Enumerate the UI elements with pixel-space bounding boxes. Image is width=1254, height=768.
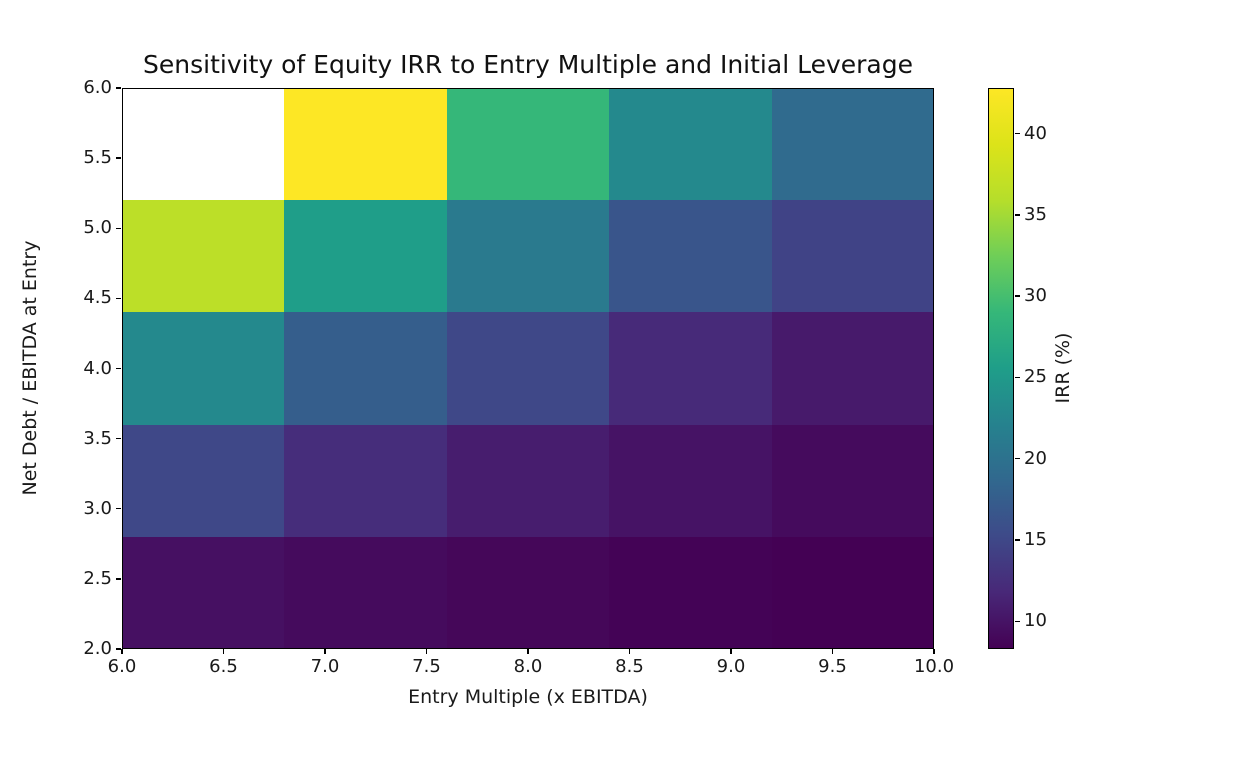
heatmap-cell [284, 200, 447, 313]
x-tick-mark [730, 649, 732, 654]
y-tick-label: 2.0 [83, 638, 112, 659]
colorbar-tick-mark [1015, 295, 1020, 297]
y-tick-label: 3.5 [83, 427, 112, 449]
x-tick-label: 6.5 [209, 656, 238, 677]
y-tick-mark [116, 297, 121, 300]
heatmap-cell [122, 200, 285, 313]
heatmap-cell [771, 200, 934, 313]
y-tick-label: 4.5 [83, 287, 112, 309]
colorbar-label: IRR (%) [1052, 332, 1074, 404]
heatmap-cell [122, 536, 285, 649]
colorbar-tick-label: 40 [1024, 122, 1047, 144]
x-tick-mark [222, 649, 225, 654]
heatmap-cell [609, 424, 772, 537]
heatmap-cell [771, 88, 934, 201]
x-tick-mark [121, 649, 123, 654]
heatmap-cell [609, 536, 772, 649]
heatmap-cell [284, 88, 447, 201]
colorbar-tick-label: 20 [1024, 447, 1047, 469]
colorbar-tick-mark [1015, 539, 1020, 541]
colorbar-tick-label: 25 [1024, 366, 1047, 388]
heatmap-grid [122, 88, 934, 649]
colorbar-tick-label: 30 [1024, 285, 1047, 307]
y-tick-mark [116, 508, 121, 510]
heatmap-cell [122, 312, 285, 425]
y-tick-label: 4.0 [83, 357, 112, 379]
heatmap-cell [446, 536, 610, 649]
heatmap-cell [771, 312, 934, 425]
colorbar-tick-mark [1015, 132, 1020, 135]
y-tick-label: 2.5 [83, 567, 112, 589]
y-tick-mark [116, 437, 121, 440]
x-tick-label: 6.0 [107, 656, 137, 677]
y-axis-label: Net Debt / EBITDA at Entry [19, 240, 41, 496]
colorbar-tick-mark [1015, 376, 1020, 379]
heatmap-cell [446, 312, 610, 425]
y-tick-mark [116, 578, 121, 580]
y-tick-mark [116, 227, 121, 229]
heatmap-cell [446, 88, 610, 201]
y-tick-label: 5.5 [83, 147, 112, 169]
x-tick-label: 7.0 [310, 656, 340, 677]
plot-area [122, 88, 934, 649]
chart-title: Sensitivity of Equity IRR to Entry Multi… [143, 50, 913, 79]
x-tick-mark [628, 649, 631, 654]
x-tick-mark [933, 649, 935, 654]
heatmap-cell [122, 424, 285, 537]
heatmap-cell [122, 88, 285, 201]
x-tick-mark [425, 649, 428, 654]
x-tick-label: 7.5 [412, 656, 441, 677]
heatmap-cell [446, 424, 610, 537]
x-axis-label: Entry Multiple (x EBITDA) [408, 686, 648, 708]
heatmap-cell [771, 424, 934, 537]
x-tick-mark [527, 649, 529, 654]
x-tick-label: 8.0 [513, 656, 543, 677]
heatmap-cell [284, 424, 447, 537]
x-tick-mark [324, 649, 326, 654]
colorbar-tick-label: 35 [1024, 203, 1047, 225]
colorbar [988, 88, 1014, 649]
y-tick-mark [116, 648, 121, 650]
colorbar-tick-mark [1015, 458, 1020, 460]
colorbar-tick-mark [1015, 620, 1020, 623]
y-tick-label: 6.0 [83, 77, 112, 98]
heatmap-cell [771, 536, 934, 649]
colorbar-tick-mark [1015, 214, 1020, 216]
heatmap-cell [446, 200, 610, 313]
x-tick-label: 9.0 [716, 656, 746, 677]
y-tick-label: 3.0 [83, 497, 112, 519]
colorbar-tick-label: 10 [1024, 610, 1047, 632]
x-tick-label: 9.5 [818, 656, 847, 677]
heatmap-cell [284, 536, 447, 649]
heatmap-cell [609, 200, 772, 313]
y-tick-label: 5.0 [83, 217, 112, 239]
heatmap-cell [609, 88, 772, 201]
x-tick-label: 10.0 [913, 656, 955, 677]
heatmap-cell [284, 312, 447, 425]
y-tick-mark [116, 367, 121, 370]
y-tick-mark [116, 87, 121, 89]
y-tick-mark [116, 157, 121, 159]
x-tick-label: 8.5 [615, 656, 644, 677]
colorbar-tick-label: 15 [1024, 529, 1047, 551]
heatmap-cell [609, 312, 772, 425]
x-tick-mark [831, 649, 834, 654]
